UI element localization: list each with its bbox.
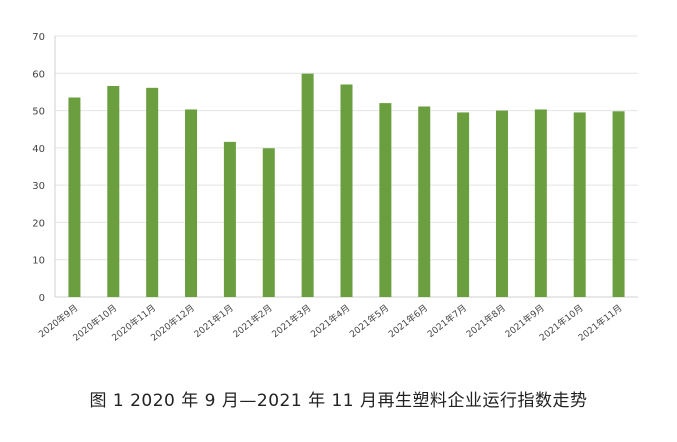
bar [495, 110, 508, 297]
bar [457, 112, 470, 297]
bar [612, 111, 625, 298]
y-tick-label: 40 [32, 144, 45, 155]
x-tick-label: 2021年11月 [576, 302, 625, 344]
bar [68, 97, 81, 298]
x-tick-label: 2021年1月 [192, 302, 236, 340]
y-tick-label: 30 [32, 181, 45, 192]
bar [185, 109, 198, 298]
bar [107, 85, 120, 297]
bar [146, 87, 159, 297]
figure-caption: 图 1 2020 年 9 月—2021 年 11 月再生塑料企业运行指数走势 [89, 391, 588, 411]
bar [534, 109, 547, 298]
y-tick-label: 50 [32, 107, 45, 118]
x-tick-label: 2021年8月 [464, 302, 508, 340]
y-tick-label: 0 [39, 293, 45, 304]
bar [301, 73, 314, 297]
x-tick-label: 2021年3月 [269, 302, 313, 340]
bar-chart: 0102030405060702020年9月2020年10月2020年11月20… [32, 32, 638, 344]
x-tick-label: 2021年5月 [347, 302, 391, 340]
bar [262, 148, 275, 297]
x-tick-label: 2021年4月 [308, 302, 352, 340]
y-tick-label: 60 [32, 69, 45, 80]
bar [379, 103, 392, 297]
x-tick-label: 2021年2月 [230, 302, 274, 340]
bar [418, 106, 431, 297]
bar [340, 84, 353, 297]
y-tick-label: 70 [32, 32, 45, 43]
bar [573, 112, 586, 297]
x-tick-label: 2021年6月 [386, 302, 430, 340]
x-tick-label: 2021年7月 [425, 302, 469, 340]
y-tick-label: 10 [32, 256, 45, 267]
y-tick-label: 20 [32, 218, 45, 229]
bar [223, 141, 236, 297]
x-tick-label: 2020年12月 [148, 302, 197, 344]
